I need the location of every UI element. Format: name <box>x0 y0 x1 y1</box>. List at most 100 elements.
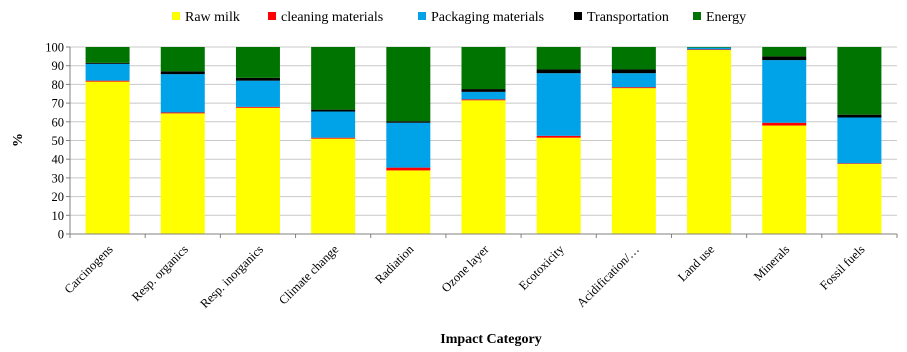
bar-segment-energy <box>311 47 356 110</box>
bar-segment-cleaning-materials <box>536 135 581 138</box>
y-tick-label: 10 <box>52 209 65 223</box>
bar-segment-transportation <box>235 77 280 81</box>
bar-segment-transportation <box>762 56 807 61</box>
bar-segment-packaging-materials <box>762 60 807 123</box>
bar-segment-cleaning-materials <box>235 106 280 108</box>
y-tick-labels: 0 10 20 30 40 50 60 70 80 90 100 <box>45 41 64 242</box>
bar-segment-packaging-materials <box>85 63 130 81</box>
bar-segment-raw-milk <box>762 125 807 234</box>
y-tick-label: 60 <box>52 115 65 129</box>
bar-segment-cleaning-materials <box>687 49 732 51</box>
axes <box>66 46 898 238</box>
bar-segment-raw-milk <box>160 113 205 234</box>
bar-segment-packaging-materials <box>687 47 732 50</box>
x-axis-title: Impact Category <box>440 332 541 347</box>
bar-segment-packaging-materials <box>160 74 205 113</box>
bar-segment-raw-milk <box>386 170 431 234</box>
bar-segment-raw-milk <box>536 137 581 234</box>
bar-segment-packaging-materials <box>311 111 356 138</box>
bar-segment-raw-milk <box>837 163 882 235</box>
x-tick-label: Land use <box>675 242 717 284</box>
bar-segment-energy <box>837 47 882 115</box>
bar-segment-transportation <box>160 71 205 75</box>
legend-label: Packaging materials <box>431 10 544 25</box>
bar-stack-resp-organics <box>160 47 205 234</box>
x-tick-label: Resp. inorganics <box>197 242 266 311</box>
y-tick-label: 70 <box>52 97 65 111</box>
x-tick-label: Ecotoxicity <box>516 242 567 293</box>
bar-segment-transportation <box>311 109 356 112</box>
x-tick-label: Fossil fuels <box>817 242 868 293</box>
bar-stack-land-use <box>687 47 732 235</box>
legend-item-cleaning-materials: cleaning materials <box>268 10 383 25</box>
bar-segment-cleaning-materials <box>461 99 506 101</box>
bar-segment-transportation <box>386 121 431 123</box>
bar-segment-cleaning-materials <box>160 112 205 114</box>
legend-item-transportation: Transportation <box>574 10 669 25</box>
bar-segment-cleaning-materials <box>85 80 130 82</box>
legend-label: Energy <box>706 10 746 25</box>
bar-segment-transportation <box>85 62 130 64</box>
bar-segment-energy <box>235 47 280 78</box>
bar-segment-raw-milk <box>311 138 356 234</box>
y-axis-title: % <box>11 133 26 147</box>
bar-segment-packaging-materials <box>611 73 656 88</box>
x-tick-label: Carcinogens <box>62 242 116 296</box>
y-tick-label: 40 <box>52 153 65 167</box>
bar-stack-carcinogens <box>85 47 130 234</box>
bar-segment-energy <box>160 47 205 72</box>
bar-segment-transportation <box>837 114 882 118</box>
x-tick-labels: Carcinogens Resp. organics Resp. inorganic… <box>62 242 868 311</box>
legend-label: Transportation <box>587 10 669 25</box>
bar-segment-packaging-materials <box>837 117 882 164</box>
y-tick-label: 20 <box>52 190 65 204</box>
bar-stack-acidification <box>611 47 656 234</box>
bar-segment-energy <box>461 47 506 90</box>
bar-segment-transportation <box>536 69 581 74</box>
bar-segment-energy <box>536 47 581 70</box>
x-tick-label: Ozone layer <box>439 242 492 295</box>
bar-segment-transportation <box>461 89 506 92</box>
bar-segment-cleaning-materials <box>762 122 807 126</box>
x-tick-label: Acidification/… <box>574 242 642 310</box>
x-tick-label: Radiation <box>372 242 417 287</box>
x-tick-label: Climate change <box>276 242 341 307</box>
legend-label: Raw milk <box>185 10 240 25</box>
bar-segment-raw-milk <box>687 49 732 235</box>
legend-swatch <box>418 12 426 20</box>
bar-segment-energy <box>762 47 807 57</box>
bar-segment-raw-milk <box>461 100 506 234</box>
legend-swatch <box>172 12 180 20</box>
bar-segment-cleaning-materials <box>311 137 356 139</box>
bars <box>85 47 882 235</box>
bar-stack-climate-change <box>311 47 356 234</box>
bar-segment-cleaning-materials <box>837 163 882 164</box>
y-tick-label: 50 <box>52 134 65 148</box>
bar-segment-cleaning-materials <box>611 87 656 89</box>
bar-segment-energy <box>85 47 130 63</box>
y-tick-label: 90 <box>52 59 65 73</box>
bar-segment-packaging-materials <box>461 91 506 100</box>
x-tick-label: Resp. organics <box>129 242 191 304</box>
y-tick-label: 80 <box>52 78 65 92</box>
legend-item-energy: Energy <box>693 10 746 25</box>
bar-segment-transportation <box>611 69 656 74</box>
x-tick-label: Minerals <box>751 242 792 283</box>
legend-label: cleaning materials <box>281 10 383 25</box>
bar-segment-energy <box>687 47 732 48</box>
legend-swatch <box>693 12 701 20</box>
bar-stack-ecotoxicity <box>536 47 581 234</box>
y-tick-label: 100 <box>45 41 64 55</box>
legend-swatch <box>574 12 582 20</box>
bar-segment-energy <box>611 47 656 70</box>
bar-stack-fossil-fuels <box>837 47 882 235</box>
bar-stack-radiation <box>386 47 431 234</box>
bar-stack-minerals <box>762 47 807 234</box>
legend-swatch <box>268 12 276 20</box>
bar-stack-ozone-layer <box>461 47 506 234</box>
bar-segment-cleaning-materials <box>386 167 431 171</box>
bar-segment-packaging-materials <box>235 80 280 107</box>
y-tick-label: 0 <box>58 228 64 242</box>
